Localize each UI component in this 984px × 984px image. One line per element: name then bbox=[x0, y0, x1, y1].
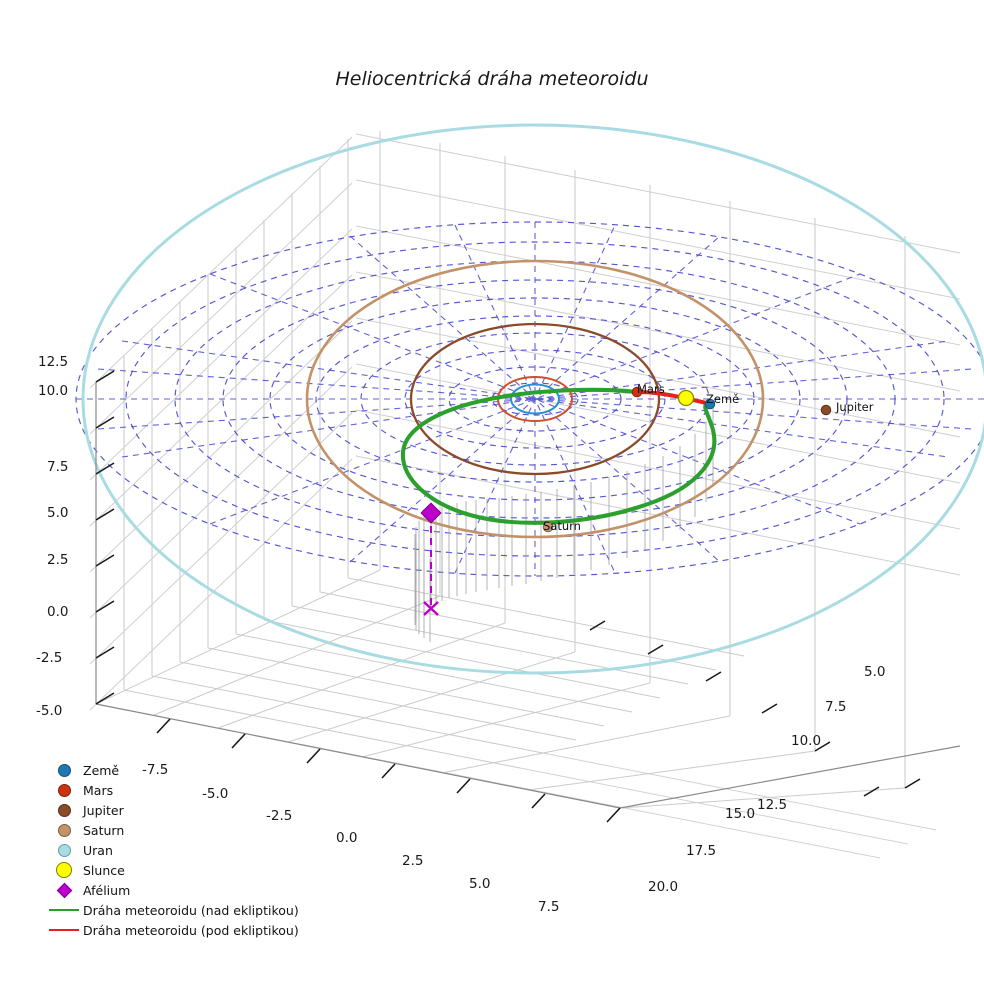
afelium-marker-group bbox=[420, 502, 442, 616]
z-tick-label-3: 5.0 bbox=[47, 505, 69, 521]
x-tick-label-5: 5.0 bbox=[469, 876, 491, 892]
z-tick-label-5: 0.0 bbox=[47, 604, 69, 620]
legend-marker-orbit-above-icon bbox=[45, 909, 83, 911]
z-tick-label-1: 10.0 bbox=[38, 383, 69, 399]
afelium-ecliptic-cross bbox=[423, 601, 439, 616]
orbit-saturn bbox=[305, 259, 765, 539]
legend-item-orbit-above[interactable]: Dráha meteoroidu (nad ekliptikou) bbox=[45, 900, 345, 920]
z-tick-label-6: -2.5 bbox=[36, 650, 63, 666]
label-mars: Mars bbox=[637, 382, 665, 396]
projection-stem-lines bbox=[414, 408, 714, 642]
z-tick-label-4: 2.5 bbox=[47, 552, 69, 568]
polar-grid-spokes bbox=[76, 222, 984, 576]
axis-spines bbox=[95, 382, 961, 809]
legend-label-jupiter: Jupiter bbox=[83, 802, 124, 818]
legend-item-orbit-below[interactable]: Dráha meteoroidu (pod ekliptikou) bbox=[45, 920, 345, 940]
afelium-diamond-marker bbox=[420, 502, 442, 524]
page-title: Heliocentrická dráha meteoroidu bbox=[335, 68, 649, 90]
x-axis-ticks bbox=[156, 718, 621, 823]
x-tick-label-4: 2.5 bbox=[402, 853, 424, 869]
legend-marker-zeme-icon bbox=[45, 763, 83, 777]
meteoroid-orbit-above-ecliptic bbox=[400, 387, 717, 525]
celestial-body-markers bbox=[542, 386, 832, 533]
z-axis-ticks bbox=[95, 370, 115, 705]
y-tick-label-0: 5.0 bbox=[864, 664, 886, 680]
orbit-uran bbox=[81, 123, 984, 675]
legend-label-afelium: Afélium bbox=[83, 882, 131, 898]
z-tick-label-0: 12.5 bbox=[38, 354, 69, 370]
legend: Země Mars Jupiter Saturn Uran bbox=[45, 760, 345, 940]
legend-label-orbit-above: Dráha meteoroidu (nad ekliptikou) bbox=[83, 902, 299, 918]
legend-item-saturn[interactable]: Saturn bbox=[45, 820, 345, 840]
y-tick-label-6: 20.0 bbox=[648, 879, 679, 895]
legend-label-slunce: Slunce bbox=[83, 862, 125, 878]
legend-marker-saturn-icon bbox=[45, 823, 83, 837]
legend-label-orbit-below: Dráha meteoroidu (pod ekliptikou) bbox=[83, 922, 299, 938]
z-tick-label-2: 7.5 bbox=[47, 459, 69, 475]
y-tick-label-4: 15.0 bbox=[725, 806, 756, 822]
legend-item-afelium[interactable]: Afélium bbox=[45, 880, 345, 900]
sun-marker bbox=[677, 389, 695, 407]
label-jupiter: Jupiter bbox=[836, 400, 874, 414]
legend-marker-afelium-icon bbox=[45, 882, 83, 898]
x-tick-label-0: -7.5 bbox=[142, 762, 169, 778]
y-tick-label-2: 10.0 bbox=[791, 733, 822, 749]
legend-item-slunce[interactable]: Slunce bbox=[45, 860, 345, 880]
y-axis-ticks bbox=[589, 620, 921, 797]
y-tick-label-5: 17.5 bbox=[686, 843, 717, 859]
x-axis-spine bbox=[95, 703, 621, 809]
z-tick-label-7: -5.0 bbox=[36, 703, 63, 719]
y-tick-label-3: 12.5 bbox=[757, 797, 788, 813]
legend-label-mars: Mars bbox=[83, 782, 114, 798]
x-tick-label-1: -5.0 bbox=[202, 786, 229, 802]
legend-marker-slunce-icon bbox=[45, 862, 83, 878]
legend-item-zeme[interactable]: Země bbox=[45, 760, 345, 780]
legend-item-mars[interactable]: Mars bbox=[45, 780, 345, 800]
legend-item-uran[interactable]: Uran bbox=[45, 840, 345, 860]
legend-marker-orbit-below-icon bbox=[45, 929, 83, 931]
legend-label-saturn: Saturn bbox=[83, 822, 125, 838]
legend-marker-jupiter-icon bbox=[45, 803, 83, 817]
label-zeme: Země bbox=[706, 392, 740, 406]
orbit-zeme bbox=[510, 383, 560, 415]
y-axis-spine bbox=[619, 745, 961, 809]
x-tick-label-3: 0.0 bbox=[336, 830, 358, 846]
y-tick-label-1: 7.5 bbox=[825, 699, 847, 715]
zeme-marker bbox=[704, 398, 716, 410]
jupiter-marker bbox=[820, 404, 832, 416]
legend-label-zeme: Země bbox=[83, 762, 120, 778]
legend-marker-mars-icon bbox=[45, 783, 83, 797]
legend-label-uran: Uran bbox=[83, 842, 113, 858]
x-tick-label-6: 7.5 bbox=[538, 899, 560, 915]
label-saturn: Saturn bbox=[543, 519, 581, 533]
saturn-marker bbox=[542, 521, 554, 533]
legend-marker-uran-icon bbox=[45, 843, 83, 857]
planet-orbits bbox=[81, 123, 984, 675]
legend-item-jupiter[interactable]: Jupiter bbox=[45, 800, 345, 820]
x-tick-label-2: -2.5 bbox=[266, 808, 293, 824]
axes-pane-gridlines bbox=[89, 131, 961, 859]
orbit-jupiter bbox=[409, 322, 661, 476]
mars-marker bbox=[631, 386, 643, 398]
